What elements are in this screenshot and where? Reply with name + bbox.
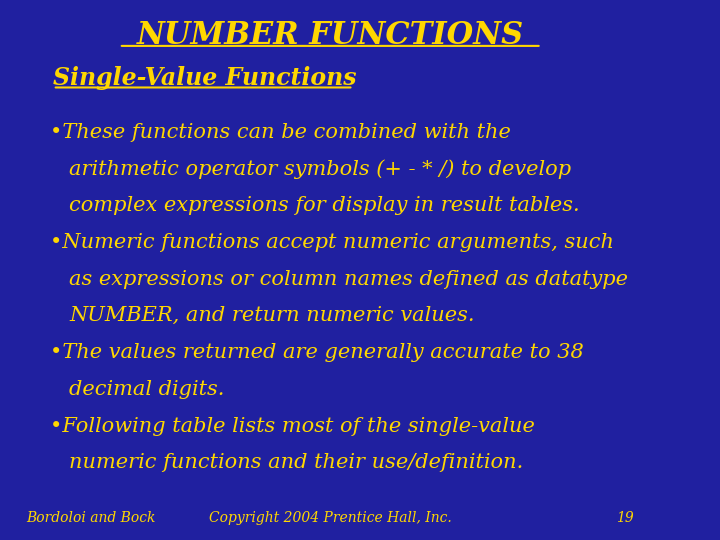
Text: Copyright 2004 Prentice Hall, Inc.: Copyright 2004 Prentice Hall, Inc. — [209, 511, 451, 525]
Text: NUMBER, and return numeric values.: NUMBER, and return numeric values. — [69, 306, 475, 326]
Text: •Following table lists most of the single-value: •Following table lists most of the singl… — [50, 416, 534, 436]
Text: Single-Value Functions: Single-Value Functions — [53, 66, 356, 90]
Text: as expressions or column names defined as datatype: as expressions or column names defined a… — [69, 269, 629, 289]
Text: numeric functions and their use/definition.: numeric functions and their use/definiti… — [69, 453, 523, 472]
Text: 19: 19 — [616, 511, 634, 525]
Text: Bordoloi and Bock: Bordoloi and Bock — [27, 511, 156, 525]
Text: arithmetic operator symbols (+ - * /) to develop: arithmetic operator symbols (+ - * /) to… — [69, 159, 572, 179]
Text: •These functions can be combined with the: •These functions can be combined with th… — [50, 123, 510, 142]
Text: complex expressions for display in result tables.: complex expressions for display in resul… — [69, 196, 580, 215]
Text: •The values returned are generally accurate to 38: •The values returned are generally accur… — [50, 343, 583, 362]
Text: NUMBER FUNCTIONS: NUMBER FUNCTIONS — [137, 19, 523, 51]
Text: •Numeric functions accept numeric arguments, such: •Numeric functions accept numeric argume… — [50, 233, 613, 252]
Text: decimal digits.: decimal digits. — [69, 380, 225, 399]
